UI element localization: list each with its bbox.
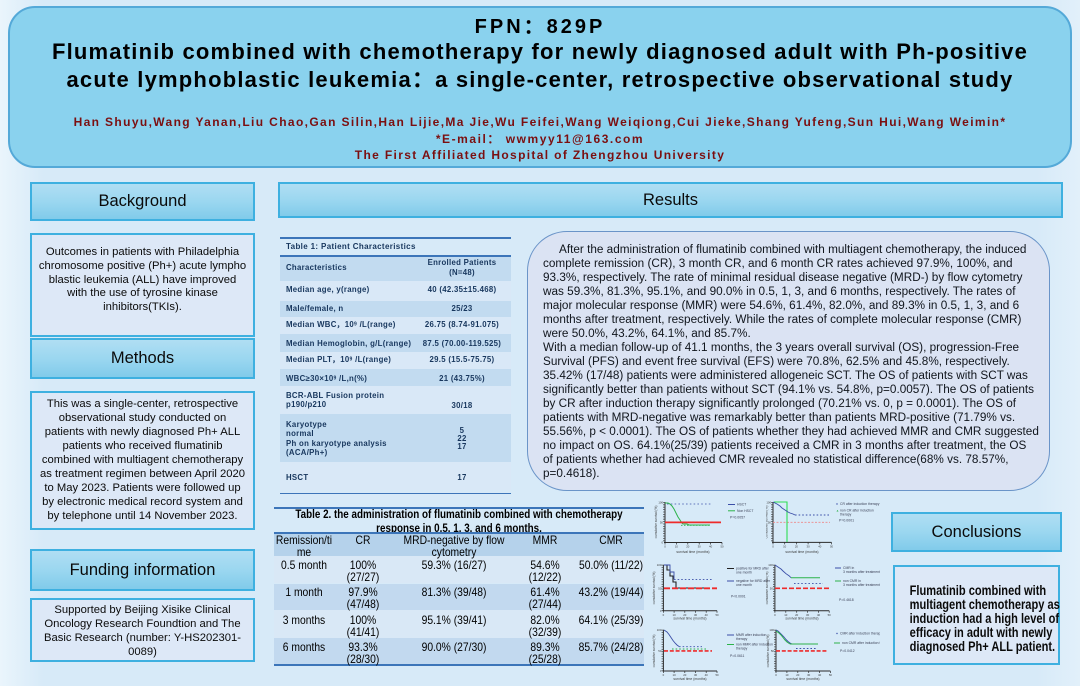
svg-text:non CR after induction: non CR after induction: [840, 509, 874, 513]
svg-text:non CMR in: non CMR in: [843, 579, 861, 583]
svg-text:survival time (months): survival time (months): [785, 616, 818, 620]
svg-text:0: 0: [772, 545, 774, 549]
svg-text:20: 20: [683, 673, 687, 677]
svg-text:30: 30: [807, 673, 811, 677]
svg-text:30: 30: [807, 545, 811, 549]
svg-text:50: 50: [715, 673, 719, 677]
svg-text:50: 50: [660, 521, 664, 525]
svg-text:10: 10: [675, 545, 679, 549]
svg-text:cumulative survival (%): cumulative survival (%): [652, 572, 656, 605]
svg-text:50: 50: [771, 649, 775, 653]
svg-text:50: 50: [829, 673, 833, 677]
svg-text:one month: one month: [736, 583, 752, 587]
svg-text:0: 0: [661, 541, 663, 545]
svg-text:therapy: therapy: [840, 513, 852, 517]
svg-text:20: 20: [795, 613, 799, 617]
svg-text:positive for MRD after: positive for MRD after: [736, 567, 770, 571]
svg-text:P=0.0412: P=0.0412: [840, 649, 855, 653]
svg-text:negative for MRD after: negative for MRD after: [736, 579, 771, 583]
svg-text:50: 50: [830, 545, 834, 549]
svg-text:P=0.0611: P=0.0611: [730, 654, 744, 658]
svg-text:0: 0: [664, 545, 666, 549]
svg-text:cumulative survival (%): cumulative survival (%): [654, 506, 658, 539]
svg-text:cumulative survival (%): cumulative survival (%): [652, 635, 656, 668]
svg-text:20: 20: [686, 545, 690, 549]
svg-text:HSCT: HSCT: [737, 503, 746, 507]
svg-text:3 months after treatment: 3 months after treatment: [843, 570, 880, 574]
svg-text:100: 100: [768, 563, 773, 567]
svg-text:0: 0: [663, 613, 665, 617]
svg-text:cumulative survival (%): cumulative survival (%): [766, 506, 769, 539]
svg-text:one month: one month: [736, 571, 752, 575]
svg-text:0: 0: [663, 673, 665, 677]
svg-text:0: 0: [660, 609, 662, 613]
svg-text:20: 20: [795, 545, 799, 549]
svg-text:0: 0: [660, 669, 662, 673]
svg-text:10: 10: [785, 673, 789, 677]
svg-text:cumulative survival (%): cumulative survival (%): [766, 635, 770, 668]
svg-text:30: 30: [806, 613, 810, 617]
svg-text:40: 40: [705, 673, 709, 677]
svg-text:10: 10: [783, 545, 787, 549]
svg-text:40: 40: [705, 613, 709, 617]
svg-text:therapy: therapy: [736, 647, 748, 651]
svg-text:survival time (months): survival time (months): [676, 550, 709, 554]
svg-text:20: 20: [796, 673, 800, 677]
svg-text:P=0.0001: P=0.0001: [839, 519, 854, 523]
svg-text:30: 30: [694, 673, 698, 677]
svg-text:20: 20: [683, 613, 687, 617]
svg-text:0: 0: [774, 613, 776, 617]
svg-text:40: 40: [709, 545, 713, 549]
svg-text:CR after induction therapy: CR after induction therapy: [840, 502, 880, 506]
svg-text:40: 40: [818, 545, 822, 549]
svg-text:CMR after induction therapy: CMR after induction therapy: [840, 632, 880, 636]
svg-text:40: 40: [818, 673, 822, 677]
svg-text:P=0.4618: P=0.4618: [839, 598, 854, 602]
svg-text:50: 50: [768, 520, 772, 524]
svg-text:therapy: therapy: [736, 637, 748, 641]
svg-text:40: 40: [817, 613, 821, 617]
svg-text:50: 50: [658, 587, 662, 591]
svg-text:10: 10: [673, 613, 677, 617]
svg-text:3 months after treatment: 3 months after treatment: [843, 583, 880, 587]
svg-text:survival time (months): survival time (months): [673, 616, 706, 620]
svg-text:100: 100: [766, 501, 771, 505]
svg-text:100: 100: [658, 501, 663, 505]
svg-text:100: 100: [657, 628, 662, 632]
svg-text:Non HSCT: Non HSCT: [737, 509, 753, 513]
svg-text:50: 50: [770, 587, 774, 591]
svg-text:non CMR after induction therap: non CMR after induction therapy: [842, 641, 880, 645]
svg-text:CMR in: CMR in: [843, 566, 854, 570]
svg-text:survival time (months): survival time (months): [786, 677, 819, 681]
svg-text:survival time (months): survival time (months): [673, 677, 706, 681]
svg-text:10: 10: [784, 613, 788, 617]
svg-text:P=0.0057: P=0.0057: [730, 516, 745, 520]
svg-text:30: 30: [694, 613, 698, 617]
svg-text:non MMR after induction: non MMR after induction: [736, 643, 773, 647]
svg-text:P<0.0001: P<0.0001: [731, 595, 746, 599]
svg-text:10: 10: [673, 673, 677, 677]
svg-text:survival time (months): survival time (months): [785, 550, 818, 554]
svg-text:cumulative survival (%): cumulative survival (%): [766, 572, 769, 605]
svg-text:MMR after induction: MMR after induction: [736, 633, 766, 637]
svg-text:0: 0: [775, 673, 777, 677]
svg-text:100: 100: [769, 628, 774, 632]
svg-text:100: 100: [657, 563, 662, 567]
svg-text:30: 30: [698, 545, 702, 549]
svg-text:50: 50: [658, 649, 662, 653]
svg-text:50: 50: [720, 545, 724, 549]
svg-text:50: 50: [715, 613, 719, 617]
svg-text:50: 50: [828, 613, 832, 617]
